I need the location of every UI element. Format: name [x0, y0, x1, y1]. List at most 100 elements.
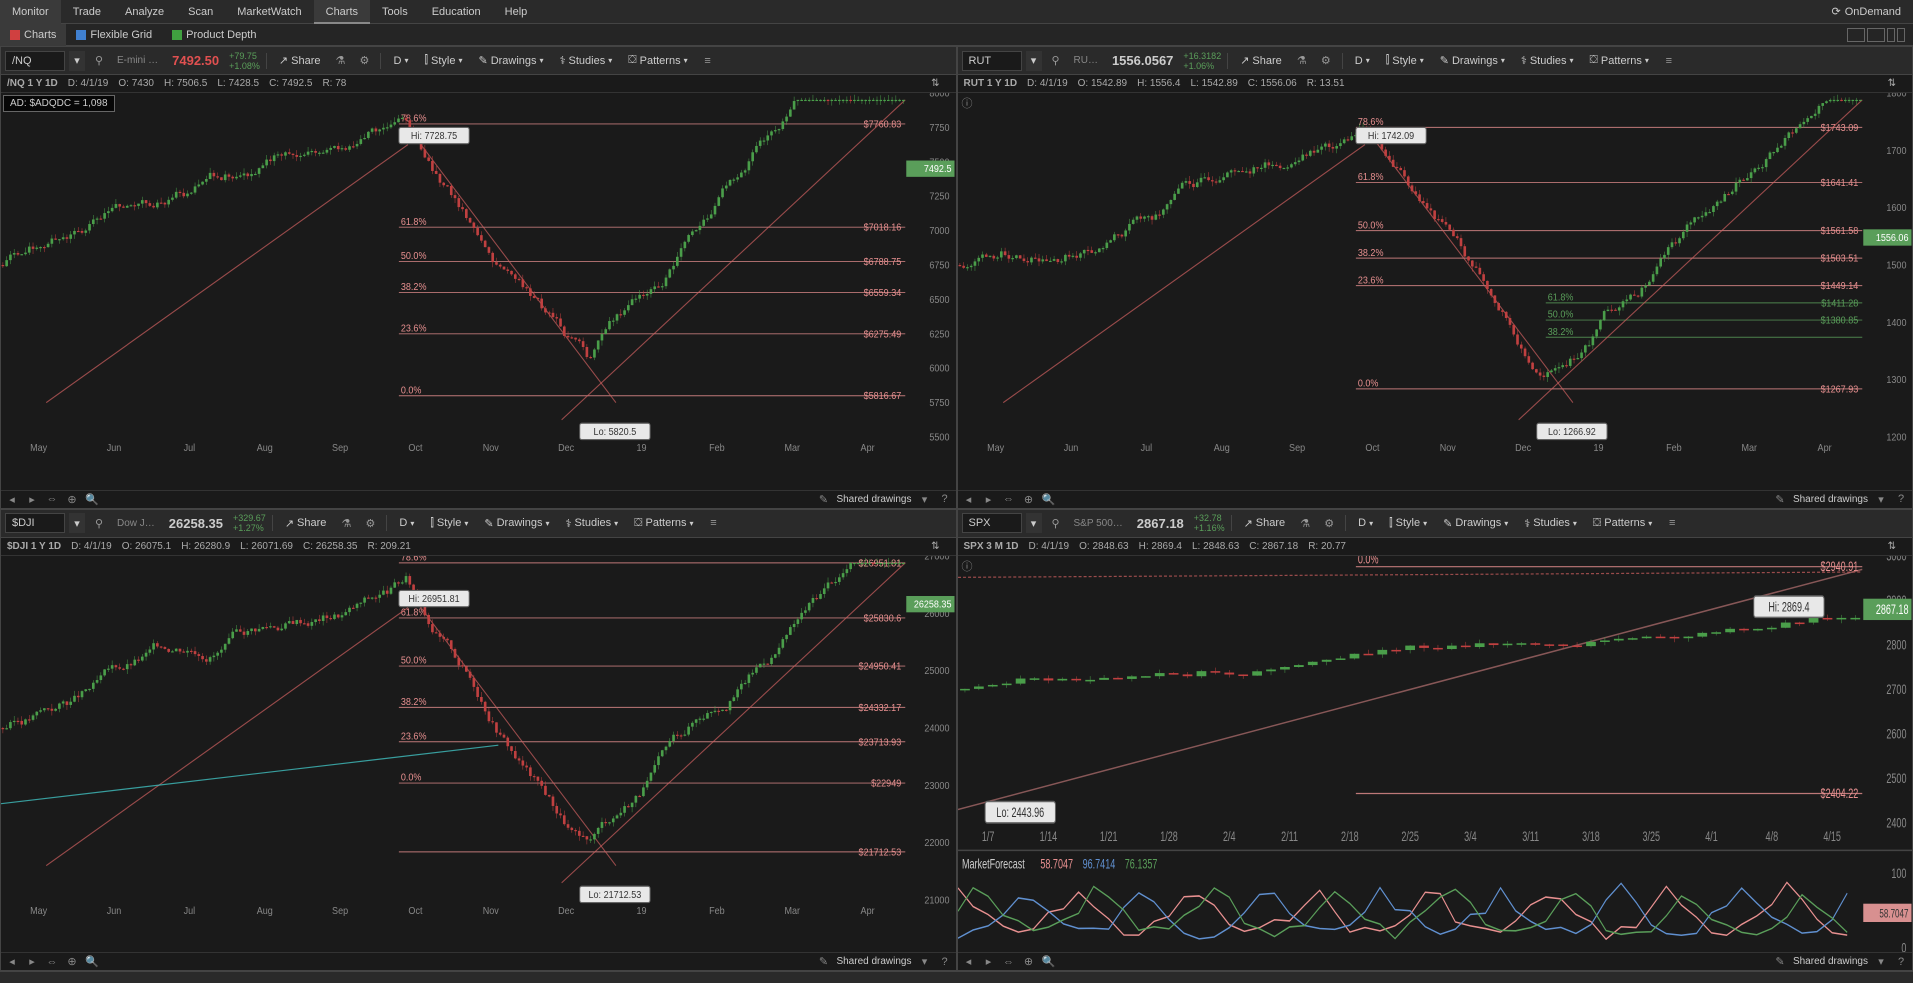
price-chart[interactable]: 120013001400150016001700180078.6%$1743.0…: [958, 93, 1913, 490]
chart-area[interactable]: ⓘ120013001400150016001700180078.6%$1743.…: [958, 93, 1913, 490]
nav-right-icon[interactable]: ▸: [982, 492, 996, 506]
link-icon[interactable]: ⚲: [1046, 513, 1066, 533]
symbol-input[interactable]: [962, 513, 1022, 533]
menu-icon[interactable]: ≡: [1659, 51, 1679, 71]
shared-drawings-label[interactable]: Shared drawings: [1793, 494, 1868, 505]
grid-layout-4[interactable]: [1897, 28, 1905, 42]
fit-icon[interactable]: ⇔: [1002, 492, 1016, 506]
shared-drawings-label[interactable]: Shared drawings: [836, 956, 911, 967]
help-icon[interactable]: ?: [938, 955, 952, 969]
share-button[interactable]: ↗Share: [1238, 513, 1292, 533]
grid-layout-3[interactable]: [1887, 28, 1895, 42]
nav-left-icon[interactable]: ◂: [5, 955, 19, 969]
zoom-icon[interactable]: 🔍: [85, 955, 99, 969]
style-button[interactable]: ⫿Style▾: [1383, 513, 1433, 533]
nav-right-icon[interactable]: ▸: [25, 955, 39, 969]
link-icon[interactable]: ⚲: [89, 51, 109, 71]
fit-icon[interactable]: ⇔: [45, 955, 59, 969]
chart-area[interactable]: ⓘ24002500260027002800290030000.0%$2940.9…: [958, 556, 1913, 953]
menu-trade[interactable]: Trade: [61, 0, 113, 24]
expand-toggle-icon[interactable]: ⇅: [931, 78, 939, 89]
dropdown-icon[interactable]: ▾: [918, 492, 932, 506]
menu-tools[interactable]: Tools: [370, 0, 420, 24]
nav-right-icon[interactable]: ▸: [25, 492, 39, 506]
studies-button[interactable]: ⚕Studies▾: [1515, 51, 1580, 71]
shared-drawings-label[interactable]: Shared drawings: [836, 494, 911, 505]
timeframe-button[interactable]: D▾: [1352, 513, 1379, 533]
grid-layout-2[interactable]: [1867, 28, 1885, 42]
dropdown-icon[interactable]: ▾: [1874, 492, 1888, 506]
crosshair-icon[interactable]: ⊕: [1022, 955, 1036, 969]
crosshair-icon[interactable]: ⊕: [65, 492, 79, 506]
link-icon[interactable]: ⚲: [89, 513, 109, 533]
timeframe-button[interactable]: D▾: [387, 51, 414, 71]
fit-icon[interactable]: ⇔: [45, 492, 59, 506]
pencil-icon[interactable]: ✎: [816, 492, 830, 506]
symbol-dropdown[interactable]: ▾: [69, 513, 85, 533]
menu-help[interactable]: Help: [493, 0, 540, 24]
style-button[interactable]: ⫿Style▾: [418, 51, 468, 71]
grid-layout-1[interactable]: [1847, 28, 1865, 42]
pencil-icon[interactable]: ✎: [1773, 955, 1787, 969]
chart-area[interactable]: 2100022000230002400025000260002700078.6%…: [1, 556, 956, 953]
symbol-input[interactable]: [5, 51, 65, 71]
nav-right-icon[interactable]: ▸: [982, 955, 996, 969]
expand-toggle-icon[interactable]: ⇅: [1888, 541, 1896, 552]
timeframe-button[interactable]: D▾: [1349, 51, 1376, 71]
pencil-icon[interactable]: ✎: [1773, 492, 1787, 506]
price-chart[interactable]: 24002500260027002800290030000.0%$2940.91…: [958, 556, 1913, 953]
symbol-dropdown[interactable]: ▾: [1026, 51, 1042, 71]
price-chart[interactable]: 5500575060006250650067507000725075007750…: [1, 93, 956, 490]
shared-drawings-label[interactable]: Shared drawings: [1793, 956, 1868, 967]
chart-area[interactable]: AD: $ADQDC = 1,0985500575060006250650067…: [1, 93, 956, 490]
drawings-button[interactable]: ✎Drawings▾: [1437, 513, 1514, 533]
drawings-button[interactable]: ✎Drawings▾: [478, 513, 555, 533]
pencil-icon[interactable]: ✎: [816, 955, 830, 969]
submenu-flexible-grid[interactable]: Flexible Grid: [66, 24, 162, 46]
timeframe-button[interactable]: D▾: [393, 513, 420, 533]
patterns-button[interactable]: ⛋Patterns▾: [1587, 513, 1658, 533]
share-button[interactable]: ↗Share: [279, 513, 333, 533]
gear-icon[interactable]: ⚙: [360, 513, 380, 533]
info-icon[interactable]: ⓘ: [962, 558, 973, 574]
menu-icon[interactable]: ≡: [1662, 513, 1682, 533]
zoom-icon[interactable]: 🔍: [1042, 492, 1056, 506]
flask-icon[interactable]: ⚗: [336, 513, 356, 533]
menu-icon[interactable]: ≡: [698, 51, 718, 71]
gear-icon[interactable]: ⚙: [354, 51, 374, 71]
menu-icon[interactable]: ≡: [704, 513, 724, 533]
info-icon[interactable]: ⓘ: [962, 95, 973, 111]
submenu-product-depth[interactable]: Product Depth: [162, 24, 266, 46]
price-chart[interactable]: 2100022000230002400025000260002700078.6%…: [1, 556, 956, 953]
menu-marketwatch[interactable]: MarketWatch: [225, 0, 313, 24]
expand-toggle-icon[interactable]: ⇅: [931, 541, 939, 552]
nav-left-icon[interactable]: ◂: [962, 955, 976, 969]
patterns-button[interactable]: ⛋Patterns▾: [628, 513, 699, 533]
menu-charts[interactable]: Charts: [314, 0, 370, 24]
crosshair-icon[interactable]: ⊕: [65, 955, 79, 969]
help-icon[interactable]: ?: [1894, 492, 1908, 506]
studies-button[interactable]: ⚕Studies▾: [1518, 513, 1583, 533]
style-button[interactable]: ⫿Style▾: [1380, 51, 1430, 71]
patterns-button[interactable]: ⛋Patterns▾: [1584, 51, 1655, 71]
submenu-charts[interactable]: Charts: [0, 24, 66, 46]
zoom-icon[interactable]: 🔍: [1042, 955, 1056, 969]
help-icon[interactable]: ?: [938, 492, 952, 506]
nav-left-icon[interactable]: ◂: [5, 492, 19, 506]
menu-analyze[interactable]: Analyze: [113, 0, 176, 24]
dropdown-icon[interactable]: ▾: [1874, 955, 1888, 969]
symbol-input[interactable]: [962, 51, 1022, 71]
studies-button[interactable]: ⚕Studies▾: [554, 51, 619, 71]
symbol-dropdown[interactable]: ▾: [69, 51, 85, 71]
menu-scan[interactable]: Scan: [176, 0, 225, 24]
drawings-button[interactable]: ✎Drawings▾: [472, 51, 549, 71]
link-icon[interactable]: ⚲: [1046, 51, 1066, 71]
share-button[interactable]: ↗Share: [273, 51, 327, 71]
symbol-dropdown[interactable]: ▾: [1026, 513, 1042, 533]
help-icon[interactable]: ?: [1894, 955, 1908, 969]
menu-monitor[interactable]: Monitor: [0, 0, 61, 24]
expand-toggle-icon[interactable]: ⇅: [1888, 78, 1896, 89]
nav-left-icon[interactable]: ◂: [962, 492, 976, 506]
flask-icon[interactable]: ⚗: [1292, 51, 1312, 71]
flask-icon[interactable]: ⚗: [330, 51, 350, 71]
